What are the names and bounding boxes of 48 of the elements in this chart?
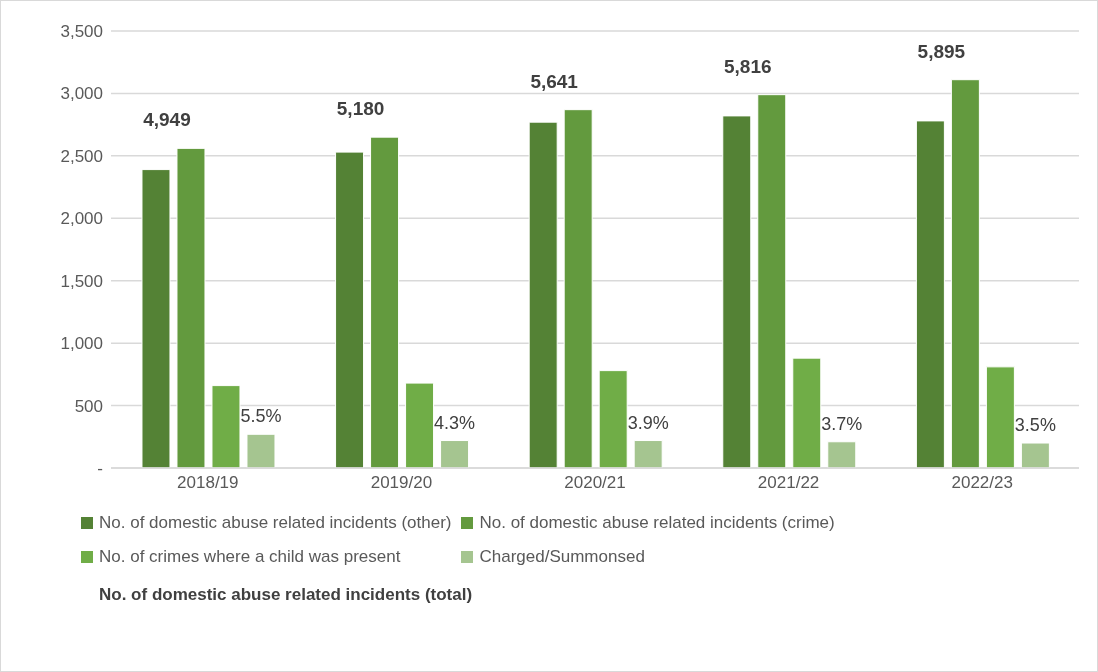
bar	[792, 357, 822, 468]
bar	[827, 441, 857, 468]
annotation: 5,641	[530, 70, 579, 92]
y-tick-label: 1,500	[60, 271, 103, 291]
x-tick-label: 2022/23	[951, 473, 1013, 493]
annotation: 3.7%	[821, 413, 863, 434]
legend-label: Charged/Summonsed	[479, 547, 645, 567]
y-tick-label: 500	[74, 396, 103, 416]
bar	[598, 370, 628, 468]
legend-label: No. of domestic abuse related incidents (crime)	[479, 513, 835, 533]
annotation: 3.5%	[1014, 415, 1056, 436]
annotation: 4,949	[143, 109, 191, 131]
bar	[141, 169, 171, 468]
bar	[211, 385, 241, 468]
annotation: 5,895	[917, 40, 966, 62]
bar	[528, 121, 558, 468]
bar	[633, 440, 663, 468]
bar	[722, 115, 752, 468]
bar	[370, 136, 400, 468]
y-tick-label: 2,500	[60, 146, 103, 166]
y-tick-label: -	[97, 459, 103, 479]
bar	[757, 94, 787, 468]
annotation: 5,180	[336, 98, 385, 120]
legend-label: No. of domestic abuse related incidents (other)	[99, 513, 452, 533]
annotation: 5.5%	[240, 406, 282, 427]
legend-label: No. of crimes where a child was present	[99, 547, 401, 567]
x-tick-label: 2018/19	[177, 473, 239, 493]
y-tick-label: 2,000	[60, 209, 103, 229]
bar	[176, 147, 206, 468]
y-tick-label: 1,000	[60, 334, 103, 354]
bar	[246, 433, 276, 468]
bar	[950, 79, 980, 468]
bar	[335, 151, 365, 468]
y-tick-label: 3,500	[60, 22, 103, 42]
annotation: 5,816	[724, 55, 772, 77]
y-tick-label: 3,000	[60, 84, 103, 104]
bar	[405, 382, 435, 468]
annotation: 3.9%	[627, 412, 669, 433]
bar	[915, 120, 945, 468]
bar	[563, 109, 593, 468]
bar	[440, 440, 470, 468]
x-tick-label: 2021/22	[757, 473, 820, 493]
bar	[1020, 442, 1050, 468]
x-tick-label: 2020/21	[564, 473, 626, 493]
annotation: 4.3%	[434, 412, 476, 433]
x-tick-label: 2019/20	[370, 473, 433, 493]
bar	[985, 366, 1015, 468]
text: No. of domestic abuse related incidents (total)	[98, 585, 474, 605]
